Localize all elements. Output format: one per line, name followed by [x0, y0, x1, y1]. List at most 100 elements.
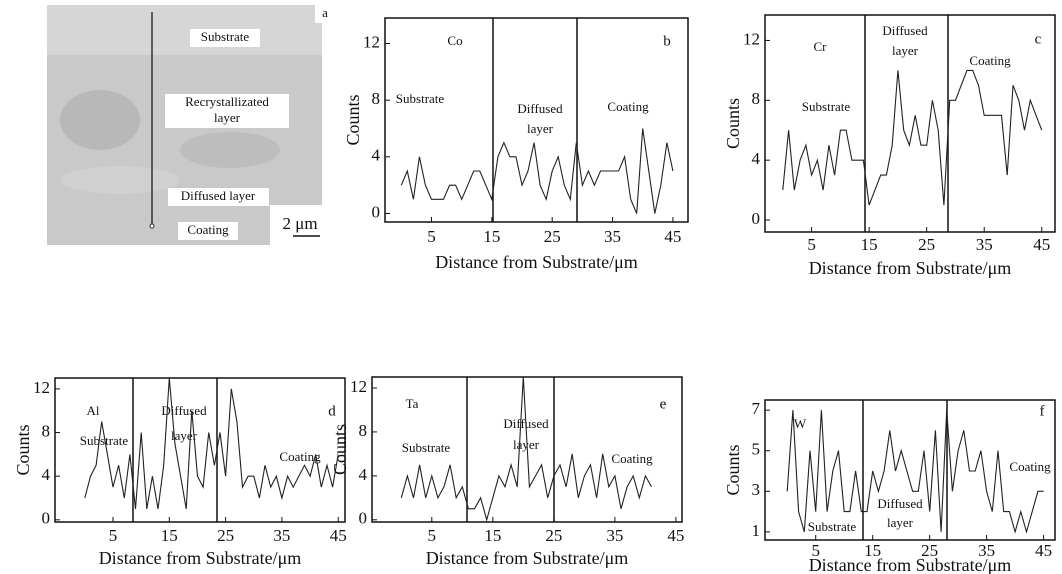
annotation: Diffused: [877, 496, 923, 511]
x-tick-label: 45: [664, 227, 681, 246]
annotation: Coating: [611, 451, 653, 466]
x-axis-title: Distance from Substrate/μm: [809, 258, 1012, 278]
micrograph-grain: [60, 90, 140, 150]
x-axis-title: Distance from Substrate/μm: [99, 548, 302, 568]
x-tick-label: 5: [811, 541, 820, 560]
panel-letter: a: [322, 5, 328, 20]
plot-frame: [371, 376, 683, 523]
panel-letter: b: [663, 33, 671, 49]
x-axis-title: Distance from Substrate/μm: [435, 252, 638, 272]
x-tick-label: 25: [918, 235, 935, 254]
label-box: [178, 222, 238, 240]
y-axis-title: Counts: [723, 444, 743, 495]
y-tick-label: 1: [752, 521, 761, 540]
micrograph-label: Diffused layer: [181, 188, 256, 203]
x-tick-label: 5: [428, 526, 437, 545]
micrograph-grain: [60, 166, 180, 194]
data-line: [400, 376, 652, 522]
chart-panel: 5 15 25 35 45 0 4 8 12 Distance from Substrate/μm…: [723, 14, 1056, 278]
x-tick-label: 35: [606, 526, 623, 545]
scale-bar-label: 2 μm: [282, 214, 317, 233]
x-tick-label: 25: [217, 526, 234, 545]
y-axis-title: Counts: [330, 424, 350, 475]
annotation: Coating: [279, 449, 321, 464]
plot-frame: [764, 399, 1056, 541]
chart-panel: 5 15 25 35 45 0 4 8 12 Distance from Substrate/μm…: [330, 376, 684, 568]
annotation: Substrate: [802, 99, 851, 114]
x-tick-label: 25: [544, 227, 561, 246]
x-tick-label: 5: [109, 526, 118, 545]
annotation: Diffused: [882, 23, 928, 38]
panel-letter: f: [1040, 403, 1045, 419]
annotation: Cr: [814, 39, 828, 54]
x-tick-label: 15: [861, 235, 878, 254]
scale-area: [270, 205, 322, 245]
x-tick-label: 25: [921, 541, 938, 560]
panel-letter: e: [660, 396, 667, 412]
y-tick-label: 7: [752, 399, 761, 418]
x-axis-title: Distance from Substrate/μm: [426, 548, 629, 568]
plot-frame: [54, 377, 346, 523]
panel-letter: c: [1035, 31, 1042, 47]
y-tick-label: 4: [42, 465, 51, 484]
annotation: Substrate: [396, 91, 445, 106]
x-tick-label: 45: [667, 526, 684, 545]
y-tick-label: 8: [752, 89, 761, 108]
annotation: Substrate: [808, 519, 857, 534]
x-tick-label: 45: [1033, 235, 1050, 254]
annotation: Coating: [969, 53, 1011, 68]
y-tick-label: 12: [33, 378, 50, 397]
micrograph-region: [47, 5, 322, 55]
chart-panel: 5 15 25 35 45 0 4 8 12 Distance from Substrate/μm…: [13, 377, 347, 568]
data-line: [400, 128, 674, 214]
micrograph-label: Coating: [187, 222, 229, 237]
y-tick-label: 5: [752, 440, 761, 459]
label-box: [315, 5, 335, 23]
y-tick-label: 0: [372, 202, 381, 221]
annotation: W: [794, 416, 807, 431]
annotation: layer: [887, 515, 914, 530]
annotation: Ta: [406, 396, 419, 411]
annotation: layer: [527, 121, 554, 136]
annotation: Substrate: [80, 433, 129, 448]
micrograph-label: layer: [214, 110, 241, 125]
chart-panel: 5 15 25 35 45 0 4 8 12 Distance from Substrate/μm…: [343, 17, 689, 272]
x-axis-title: Distance from Substrate/μm: [809, 555, 1012, 574]
y-axis-title: Counts: [723, 98, 743, 149]
x-tick-label: 25: [545, 526, 562, 545]
x-tick-label: 5: [427, 227, 436, 246]
x-tick-label: 35: [978, 541, 995, 560]
y-tick-label: 0: [359, 509, 368, 528]
y-tick-label: 4: [752, 149, 761, 168]
y-tick-label: 8: [359, 421, 368, 440]
annotation: Coating: [1009, 459, 1051, 474]
data-line: [84, 377, 339, 509]
x-tick-label: 35: [976, 235, 993, 254]
x-tick-label: 35: [604, 227, 621, 246]
x-tick-label: 45: [1035, 541, 1052, 560]
x-tick-label: 15: [484, 526, 501, 545]
x-tick-label: 15: [483, 227, 500, 246]
annotation: Diffused: [517, 101, 563, 116]
label-box: [165, 94, 289, 128]
label-box: [190, 29, 260, 47]
annotation: Diffused: [161, 403, 207, 418]
annotation: Al: [87, 403, 100, 418]
y-tick-label: 8: [42, 421, 51, 440]
x-tick-label: 35: [273, 526, 290, 545]
plot-frame: [384, 17, 689, 223]
x-tick-label: 45: [330, 526, 347, 545]
annotation: layer: [892, 43, 919, 58]
micrograph-grain: [180, 132, 280, 168]
y-tick-label: 4: [359, 465, 368, 484]
y-tick-label: 4: [372, 146, 381, 165]
micrograph-label: Substrate: [201, 29, 250, 44]
y-tick-label: 12: [350, 377, 367, 396]
micrograph-panel: Substrate Recrystallizated layer Diffuse…: [47, 5, 335, 245]
x-tick-label: 15: [161, 526, 178, 545]
x-tick-label: 15: [864, 541, 881, 560]
y-tick-label: 0: [42, 509, 51, 528]
panel-letter: d: [328, 403, 336, 419]
